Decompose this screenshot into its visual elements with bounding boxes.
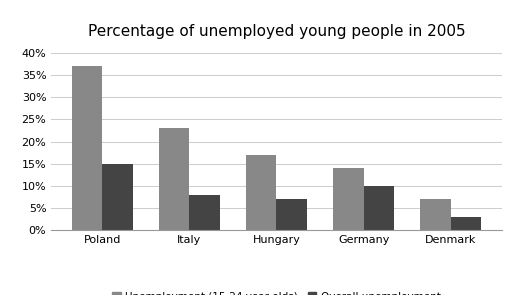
Legend: Unemployment (15-24 year olds), Overall unemployment: Unemployment (15-24 year olds), Overall …	[109, 287, 444, 295]
Bar	[276, 199, 307, 230]
Bar	[189, 195, 220, 230]
Bar	[364, 186, 394, 230]
Title: Percentage of unemployed young people in 2005: Percentage of unemployed young people in…	[88, 24, 465, 39]
Bar	[333, 168, 364, 230]
Bar	[102, 164, 133, 230]
Bar	[72, 66, 102, 230]
Bar	[420, 199, 451, 230]
Bar	[159, 128, 189, 230]
Bar	[246, 155, 276, 230]
Bar	[451, 217, 481, 230]
